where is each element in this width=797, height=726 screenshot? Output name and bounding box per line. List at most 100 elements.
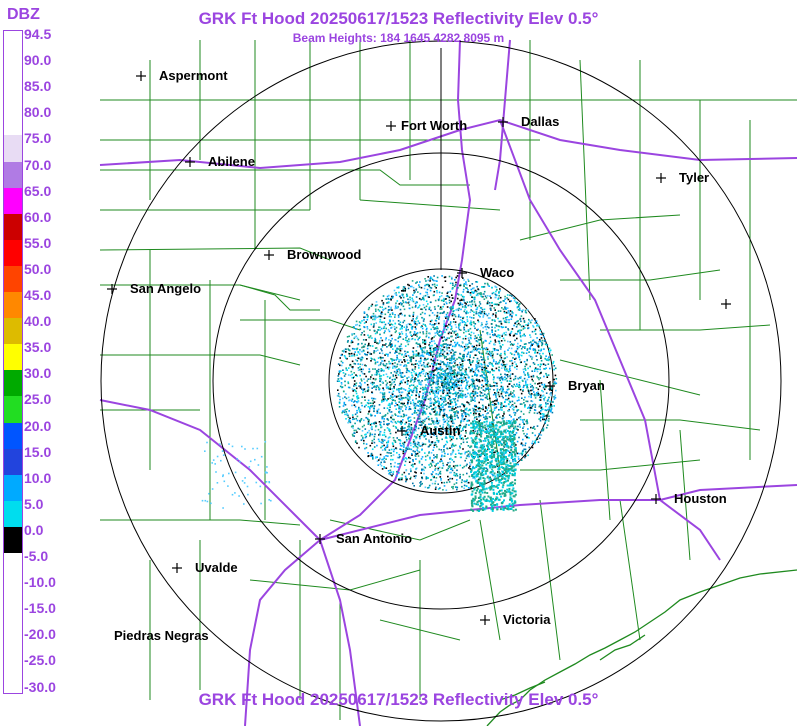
echo-pixel <box>442 352 444 355</box>
echo-pixel <box>462 365 464 367</box>
echo-pixel <box>555 382 558 385</box>
echo-pixel <box>440 295 443 297</box>
echo-pixel <box>387 388 390 390</box>
echo-pixel <box>516 368 518 370</box>
echo-pixel <box>404 288 406 290</box>
echo-pixel <box>365 365 367 367</box>
echo-pixel <box>482 312 484 315</box>
echo-pixel <box>402 299 404 302</box>
echo-pixel <box>514 375 517 378</box>
echo-pixel <box>477 334 480 336</box>
echo-pixel <box>442 416 444 419</box>
echo-pixel <box>373 438 375 441</box>
echo-pixel <box>401 391 404 393</box>
echo-pixel <box>473 408 476 411</box>
echo-pixel <box>389 377 391 379</box>
echo-pixel <box>484 380 487 382</box>
echo-pixel <box>457 309 460 312</box>
echo-pixel <box>394 349 397 352</box>
echo-pixel <box>407 399 410 401</box>
echo-pixel <box>534 349 537 352</box>
echo-pixel <box>491 364 493 366</box>
echo-pixel <box>406 393 409 396</box>
echo-pixel <box>393 385 395 388</box>
echo-pixel <box>389 343 391 345</box>
echo-pixel <box>412 463 414 466</box>
echo-pixel <box>460 358 463 360</box>
echo-pixel <box>505 331 507 334</box>
echo-pixel <box>370 353 373 355</box>
echo-pixel <box>379 377 381 380</box>
echo-pixel <box>494 341 497 343</box>
echo-pixel <box>515 444 517 446</box>
legend-swatch <box>4 213 22 241</box>
echo-pixel <box>401 361 403 363</box>
echo-pixel <box>390 346 392 348</box>
echo-pixel <box>367 386 369 389</box>
echo-pixel <box>462 378 464 380</box>
echo-pixel <box>413 430 415 432</box>
echo-pixel <box>494 393 497 395</box>
echo-pixel <box>516 301 519 304</box>
echo-pixel <box>410 334 412 336</box>
echo-pixel <box>354 351 356 353</box>
echo-pixel <box>484 451 487 454</box>
echo-pixel <box>499 416 501 418</box>
echo-pixel <box>527 389 530 391</box>
echo-pixel <box>347 382 350 385</box>
echo-pixel <box>455 431 457 433</box>
echo-pixel <box>447 295 450 298</box>
echo-pixel <box>399 363 401 366</box>
echo-pixel <box>489 371 491 373</box>
echo-pixel <box>387 301 390 303</box>
echo-pixel <box>408 370 411 373</box>
echo-pixel <box>401 333 404 335</box>
echo-pixel <box>465 457 468 460</box>
echo-pixel <box>362 339 365 341</box>
echo-pixel <box>551 411 554 414</box>
echo-pixel <box>469 463 472 466</box>
echo-pixel <box>550 403 553 406</box>
echo-pixel <box>471 367 473 370</box>
echo-pixel <box>446 447 448 450</box>
echo-pixel <box>447 398 450 400</box>
echo-pixel <box>503 416 505 419</box>
echo-pixel <box>460 394 462 396</box>
echo-pixel <box>386 387 388 389</box>
echo-pixel <box>441 399 443 401</box>
echo-pixel <box>449 447 451 449</box>
echo-pixel <box>420 358 422 361</box>
echo-pixel <box>526 378 529 381</box>
echo-pixel <box>463 487 465 490</box>
echo-pixel <box>387 398 389 400</box>
echo-pixel <box>431 459 434 462</box>
echo-pixel <box>456 335 458 338</box>
echo-pixel <box>480 408 483 410</box>
echo-pixel <box>501 344 504 346</box>
echo-pixel <box>379 306 381 308</box>
echo-pixel <box>379 457 381 460</box>
echo-pixel <box>408 408 410 411</box>
echo-pixel <box>473 311 475 314</box>
echo-pixel <box>499 334 501 337</box>
echo-pixel <box>374 385 376 388</box>
echo-pixel <box>471 378 474 381</box>
echo-pixel <box>407 362 409 364</box>
echo-pixel <box>481 366 483 369</box>
echo-pixel <box>465 485 468 487</box>
echo-pixel <box>341 386 344 388</box>
echo-pixel <box>456 488 458 491</box>
echo-pixel <box>418 451 421 453</box>
echo-pixel <box>474 354 477 356</box>
county-line <box>619 499 641 641</box>
echo-pixel <box>428 441 431 443</box>
echo-pixel <box>363 322 366 324</box>
echo-pixel <box>436 359 439 362</box>
echo-pixel <box>517 320 519 322</box>
echo-pixel <box>449 380 452 382</box>
legend-level: 65.0 <box>24 182 52 199</box>
echo-pixel <box>522 390 524 392</box>
echo-pixel <box>424 396 427 398</box>
echo-pixel <box>415 436 418 438</box>
echo-pixel <box>507 310 510 312</box>
